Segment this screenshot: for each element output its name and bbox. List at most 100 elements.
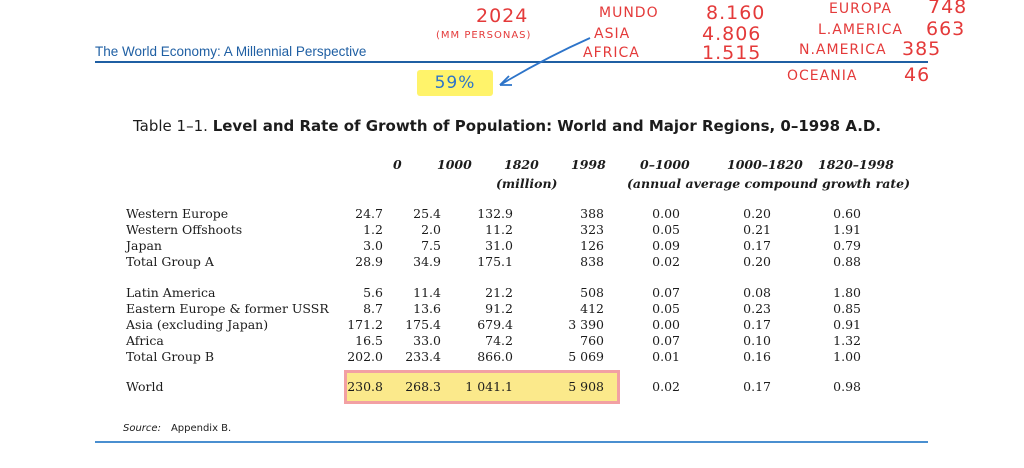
table-cell: 11.4 [413,285,441,300]
table-cell: 323 [580,222,604,237]
table-cell: 0.88 [833,254,861,269]
table-cell: 0.23 [743,301,771,316]
table-cell: 1.91 [833,222,861,237]
table-cell: 0.85 [833,301,861,316]
table-cell: 126 [580,238,604,253]
table-row-label: Western Europe [126,206,229,221]
table-cell: 0.05 [652,301,680,316]
table-cell: 0.05 [652,222,680,237]
table-cell: 508 [580,285,604,300]
annotation-africa-value: 1.515 [702,42,762,64]
table-cell: 0.10 [743,333,771,348]
table-cell: 0.20 [743,206,771,221]
table-cell: 0.07 [652,285,680,300]
table-cell: 0.02 [652,379,680,394]
annotation-europa-value: 748 [928,0,968,18]
table-row-label: World [126,379,164,394]
table-cell: 1.80 [833,285,861,300]
col-head-rate-0-1000: 0–1000 [640,157,690,172]
annotation-asia-value: 4.806 [702,23,762,45]
table-cell: 31.0 [485,238,513,253]
table-cell: 5.6 [363,285,383,300]
header-rule [95,61,928,63]
table-cell: 679.4 [477,317,513,332]
table-cell: 388 [580,206,604,221]
annotation-europa: EUROPA [829,1,892,17]
source-note: Source: Appendix B. [123,423,231,434]
table-cell: 24.7 [355,206,383,221]
table-cell: 5 908 [568,379,604,394]
col-head-0: 0 [393,157,402,172]
table-caption-prefix: Table 1–1. [133,117,208,135]
table-row-label: Total Group B [126,349,215,364]
table-cell: 175.4 [405,317,441,332]
table-cell: 7.5 [421,238,441,253]
page-header-title: The World Economy: A Millennial Perspect… [95,44,367,59]
annotation-mundo-value: 8.160 [706,2,766,24]
table-cell: 175.1 [477,254,513,269]
table-cell: 13.6 [413,301,441,316]
col-head-rate-1000-1820: 1000–1820 [727,157,803,172]
table-cell: 0.00 [652,206,680,221]
table-cell: 132.9 [477,206,513,221]
table-row-label: Africa [126,333,164,348]
table-cell: 0.01 [652,349,680,364]
annotation-percent: 59% [434,73,476,93]
annotation-mundo: MUNDO [599,5,659,21]
table-cell: 202.0 [347,349,383,364]
table-cell: 0.02 [652,254,680,269]
table-row-label: Asia (excluding Japan) [126,317,269,332]
source-value: Appendix B. [170,423,232,434]
annotation-lamerica: L.AMERICA [818,22,903,38]
table-cell: 3.0 [363,238,383,253]
table-cell: 0.00 [652,317,680,332]
table-cell: 0.07 [652,333,680,348]
table-caption-title: Level and Rate of Growth of Population: … [212,117,882,135]
table-cell: 34.9 [413,254,441,269]
table-cell: 171.2 [347,317,383,332]
table-cell: 74.2 [485,333,513,348]
table-row-label: Japan [126,238,162,253]
table-cell: 0.17 [743,379,771,394]
world-highlight-box [344,370,620,404]
table-cell: 11.2 [485,222,513,237]
annotation-namerica: N.AMERICA [799,42,887,58]
annotation-year: 2024 [476,5,529,27]
table-cell: 230.8 [347,379,383,394]
table-cell: 16.5 [355,333,383,348]
table-cell: 0.20 [743,254,771,269]
table-row-label: Total Group A [126,254,214,269]
footer-rule [95,441,928,443]
annotation-africa: AFRICA [583,45,640,61]
col-head-1000: 1000 [437,157,472,172]
table-cell: 33.0 [413,333,441,348]
table-cell: 25.4 [413,206,441,221]
table-cell: 0.17 [743,317,771,332]
table-cell: 21.2 [485,285,513,300]
table-cell: 2.0 [421,222,441,237]
table-cell: 412 [580,301,604,316]
table-cell: 0.08 [743,285,771,300]
table-cell: 1 041.1 [465,379,513,394]
table-cell: 5 069 [568,349,604,364]
table-cell: 1.32 [833,333,861,348]
annotation-namerica-value: 385 [902,38,942,60]
col-head-1820: 1820 [504,157,539,172]
source-label: Source: [123,423,161,434]
table-row-label: Eastern Europe & former USSR [126,301,329,316]
table-cell: 0.79 [833,238,861,253]
table-cell: 91.2 [485,301,513,316]
table-cell: 760 [580,333,604,348]
annotation-oceania-value: 46 [904,64,931,86]
table-cell: 866.0 [477,349,513,364]
table-cell: 8.7 [363,301,383,316]
table-cell: 0.16 [743,349,771,364]
level-unit: (million) [496,176,558,191]
col-head-rate-1820-1998: 1820–1998 [818,157,894,172]
table-cell: 0.60 [833,206,861,221]
table-cell: 28.9 [355,254,383,269]
annotation-lamerica-value: 663 [926,18,966,40]
table-cell: 3 390 [568,317,604,332]
annotation-unit-note: (MM PERSONAS) [436,30,532,41]
